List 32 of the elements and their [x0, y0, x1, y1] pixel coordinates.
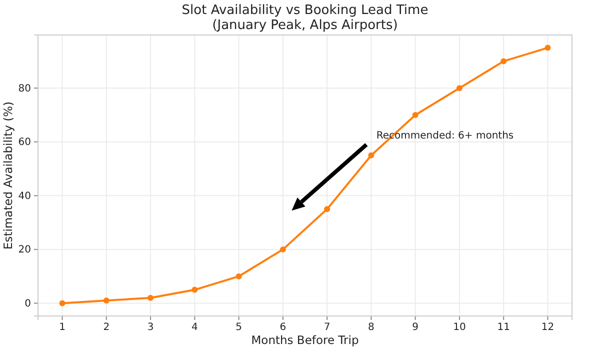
x-tick-label: 9 — [412, 322, 419, 334]
y-tick-label: 60 — [18, 137, 31, 148]
point — [324, 206, 330, 212]
x-tick-label: 7 — [324, 322, 330, 334]
y-axis-title: Estimated Availability (%) — [1, 102, 15, 250]
point — [456, 85, 462, 92]
point — [236, 273, 242, 280]
x-tick-label: 2 — [103, 322, 110, 334]
x-tick-label: 5 — [236, 322, 242, 334]
y-tick-label: 0 — [24, 298, 31, 310]
point — [148, 294, 154, 301]
x-tick-label: 12 — [541, 322, 554, 334]
x-tick-label: 8 — [368, 322, 374, 334]
y-tick-label: 80 — [18, 83, 31, 94]
point — [500, 58, 507, 64]
point — [103, 298, 110, 304]
point — [412, 112, 418, 118]
x-tick-label: 3 — [147, 322, 154, 334]
y-tick-label: 20 — [18, 244, 31, 256]
chart-title: Slot Availability vs Booking Lead Time (January Peak, Alps Airports) — [182, 3, 428, 33]
point — [544, 44, 551, 51]
x-tick-label: 4 — [191, 322, 198, 334]
point — [368, 152, 374, 158]
y-tick-label: 40 — [18, 190, 31, 202]
point — [59, 300, 66, 306]
x-tick-label: 1 — [59, 322, 66, 334]
point — [280, 246, 286, 252]
x-axis-title: Months Before Trip — [251, 333, 359, 347]
point — [192, 286, 198, 293]
x-tick-label: 6 — [280, 322, 286, 334]
x-tick-label: 11 — [497, 322, 510, 334]
x-tick-label: 10 — [453, 322, 466, 334]
